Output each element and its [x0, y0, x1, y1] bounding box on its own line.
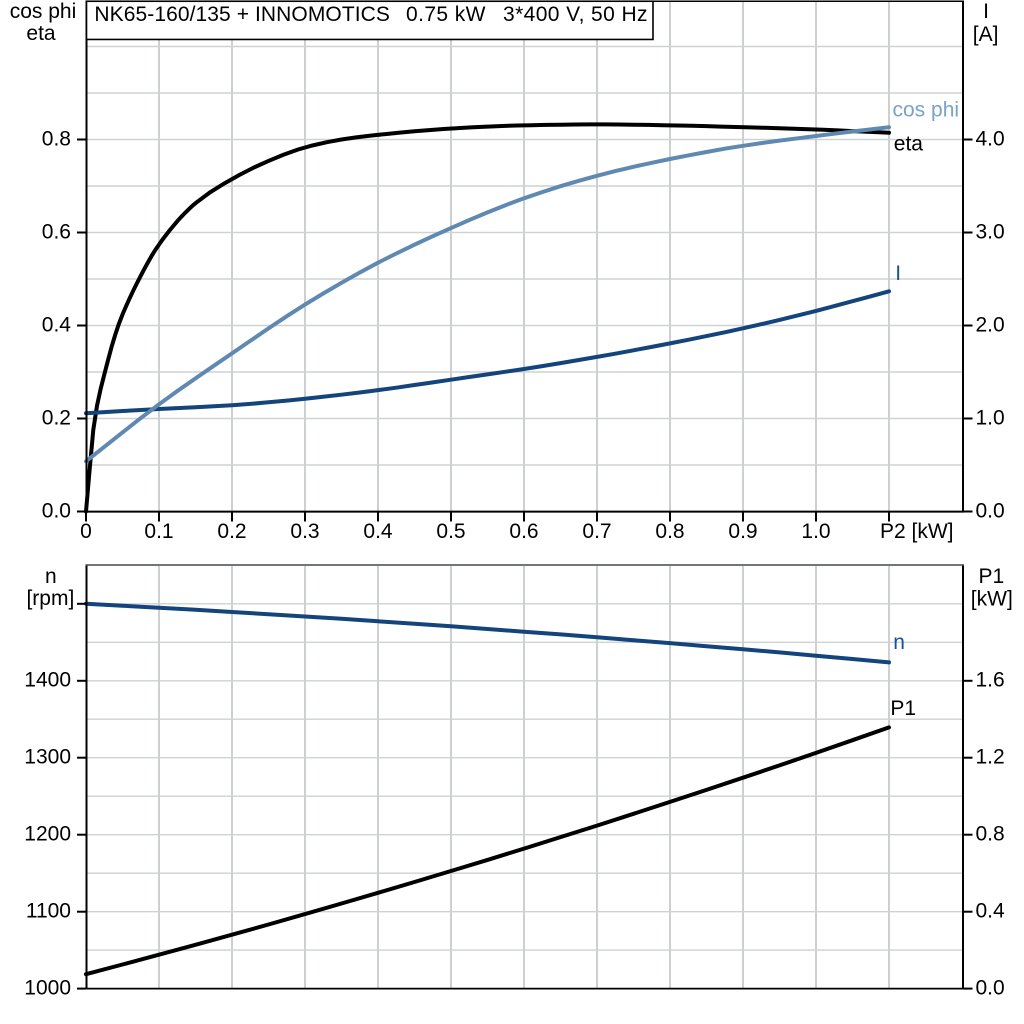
svg-text:NK65-160/135 + INNOMOTICS: NK65-160/135 + INNOMOTICS: [94, 3, 390, 26]
svg-text:0.5: 0.5: [436, 520, 465, 543]
svg-text:0.6: 0.6: [509, 520, 538, 543]
svg-text:I: I: [895, 262, 901, 285]
svg-text:0.6: 0.6: [42, 220, 71, 243]
svg-text:1.6: 1.6: [976, 669, 1005, 692]
svg-text:cos phi: cos phi: [10, 0, 77, 23]
svg-text:0.0: 0.0: [976, 499, 1005, 522]
svg-text:1300: 1300: [24, 746, 71, 769]
svg-text:0.9: 0.9: [728, 520, 757, 543]
svg-text:n: n: [893, 631, 905, 654]
svg-text:P1: P1: [978, 565, 1004, 588]
svg-text:0.7: 0.7: [582, 520, 611, 543]
svg-text:I: I: [983, 0, 989, 23]
svg-text:0.2: 0.2: [42, 406, 71, 429]
svg-text:[kW]: [kW]: [971, 587, 1013, 610]
svg-text:2.0: 2.0: [976, 313, 1005, 336]
svg-text:1.0: 1.0: [976, 406, 1005, 429]
svg-text:n: n: [45, 565, 57, 588]
svg-text:1.0: 1.0: [801, 520, 830, 543]
svg-text:P2 [kW]: P2 [kW]: [880, 520, 954, 543]
svg-text:0.1: 0.1: [144, 520, 173, 543]
svg-text:0.2: 0.2: [217, 520, 246, 543]
svg-text:0.3: 0.3: [290, 520, 319, 543]
svg-text:1200: 1200: [24, 823, 71, 846]
svg-text:0.75 kW: 0.75 kW: [406, 3, 486, 26]
svg-text:0.4: 0.4: [363, 520, 393, 543]
svg-text:4.0: 4.0: [976, 127, 1005, 150]
svg-text:eta: eta: [26, 22, 56, 45]
svg-text:0.4: 0.4: [976, 899, 1006, 922]
svg-text:0.0: 0.0: [976, 976, 1005, 999]
svg-text:3*400 V, 50 Hz: 3*400 V, 50 Hz: [503, 3, 648, 26]
svg-text:cos phi: cos phi: [893, 98, 960, 121]
svg-text:0.8: 0.8: [976, 823, 1005, 846]
svg-text:1100: 1100: [26, 899, 71, 922]
svg-text:[A]: [A]: [973, 23, 999, 46]
svg-text:1000: 1000: [24, 976, 71, 999]
svg-text:0.8: 0.8: [655, 520, 684, 543]
svg-text:3.0: 3.0: [976, 220, 1005, 243]
svg-text:1400: 1400: [24, 669, 71, 692]
svg-text:1.2: 1.2: [976, 746, 1005, 769]
svg-text:[rpm]: [rpm]: [26, 587, 74, 610]
svg-text:0.0: 0.0: [42, 499, 71, 522]
svg-text:eta: eta: [894, 133, 924, 156]
svg-text:0: 0: [80, 520, 92, 543]
svg-text:0.4: 0.4: [42, 313, 72, 336]
svg-text:0.8: 0.8: [42, 127, 71, 150]
svg-text:P1: P1: [890, 697, 916, 720]
